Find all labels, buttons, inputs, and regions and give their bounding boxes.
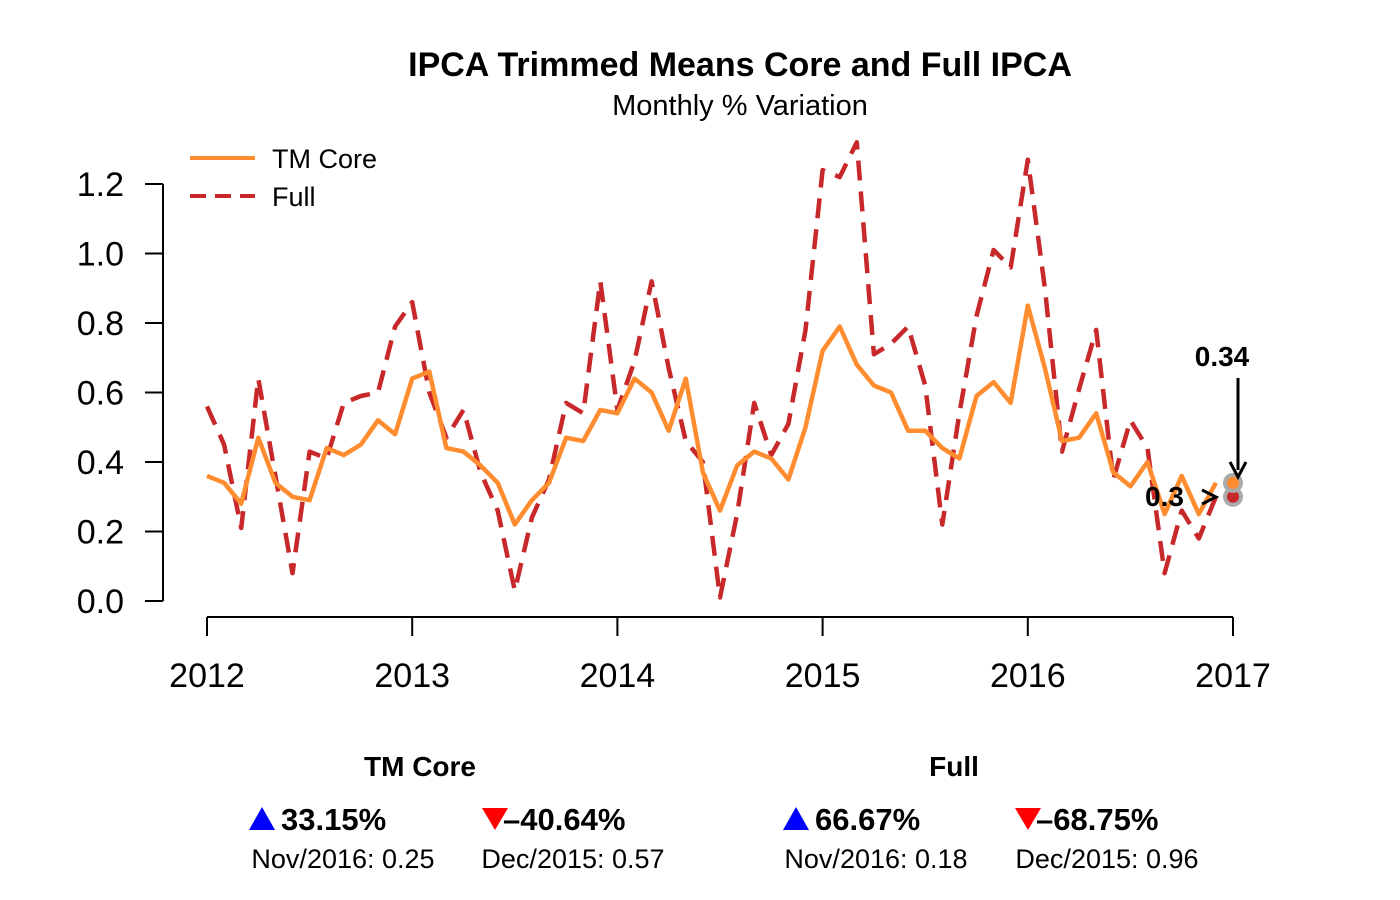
x-tick-label: 2013: [374, 657, 450, 695]
annotations: 0.34 0.3: [1145, 341, 1250, 512]
y-tick-label: 0.0: [77, 583, 124, 621]
y-tick-label: 0.8: [77, 305, 124, 343]
endpoint-marker: [1227, 490, 1239, 503]
endpoint-label-full: 0.3: [1145, 481, 1184, 512]
y-tick-label: 1.0: [77, 236, 124, 274]
y-tick-label: 0.4: [77, 444, 124, 482]
endpoint-label-tm-core: 0.34: [1195, 341, 1250, 372]
x-tick-label: 2017: [1195, 657, 1271, 695]
endpoint-arrow-right: [1201, 488, 1220, 506]
up-triangle-icon: [783, 807, 809, 830]
y-tick-label: 0.6: [77, 375, 124, 413]
axes: 0.0 0.2 0.4 0.6 0.8 1.0 1.2 2012 2013 2014 2015 201…: [77, 166, 1271, 695]
stats-tm-core: TM Core 33.15% Nov/2016: 0.25 –40.64% De…: [249, 751, 665, 874]
legend: TM Core Full: [190, 144, 377, 212]
stats-decrease-pct-tm-core: –40.64%: [503, 802, 625, 837]
stats-decrease-ref-full: Dec/2015: 0.96: [1015, 844, 1198, 874]
up-triangle-icon: [249, 807, 275, 830]
stats-increase-ref-full: Nov/2016: 0.18: [784, 844, 967, 874]
x-tick-label: 2016: [990, 657, 1066, 695]
legend-label-tm-core: TM Core: [272, 144, 377, 174]
down-triangle-icon: [482, 808, 508, 830]
series-line-tm-core: [206, 303, 1218, 527]
chart-title: IPCA Trimmed Means Core and Full IPCA: [408, 46, 1072, 84]
series-line-full: [204, 140, 1218, 600]
stats-increase-pct-full: 66.67%: [815, 802, 920, 837]
legend-label-full: Full: [272, 182, 316, 212]
y-tick-label: 0.2: [77, 514, 124, 552]
chart-subtitle: Monthly % Variation: [612, 90, 868, 122]
stats-increase-pct-tm-core: 33.15%: [281, 802, 386, 837]
series-layer: [204, 140, 1243, 600]
stats-title-full: Full: [929, 751, 979, 782]
x-tick-label: 2015: [785, 657, 861, 695]
endpoint-arrow-down-head: [1228, 461, 1248, 481]
stats-increase-ref-tm-core: Nov/2016: 0.25: [251, 844, 434, 874]
stats-title-tm-core: TM Core: [364, 751, 476, 782]
down-triangle-icon: [1015, 808, 1041, 830]
stats-decrease-ref-tm-core: Dec/2015: 0.57: [481, 844, 664, 874]
stats-decrease-pct-full: –68.75%: [1036, 802, 1158, 837]
endpoint-marker: [1227, 476, 1239, 489]
x-tick-label: 2014: [580, 657, 656, 695]
y-tick-label: 1.2: [77, 166, 124, 204]
stats-full: Full 66.67% Nov/2016: 0.18 –68.75% Dec/2…: [783, 751, 1199, 874]
x-tick-label: 2012: [169, 657, 245, 695]
